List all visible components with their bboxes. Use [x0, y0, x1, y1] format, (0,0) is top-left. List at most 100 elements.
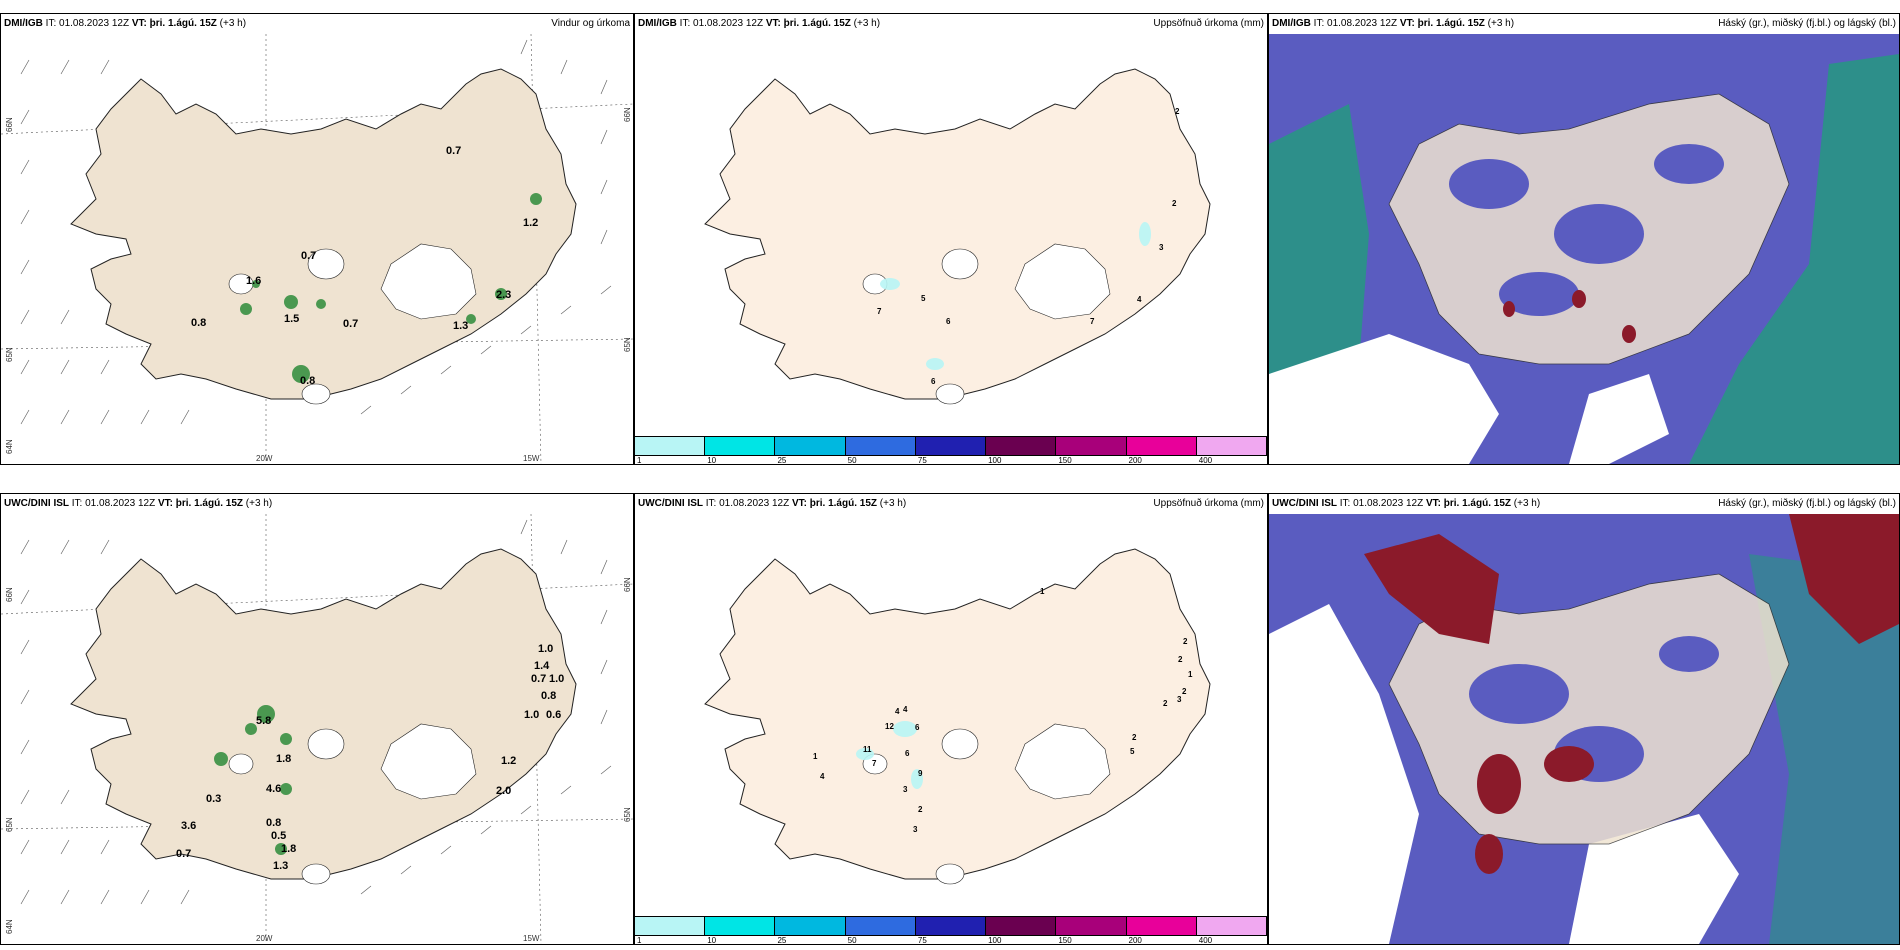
issue-time: IT: 01.08.2023 12Z [1339, 498, 1424, 509]
colorbar-swatch [1056, 437, 1127, 455]
panel-header: UWC/DINI ISL IT: 01.08.2023 12Z VT: þri.… [635, 494, 1267, 514]
lon-label: 15W [523, 454, 540, 463]
map-panel-wind-precip-uwc: UWC/DINI ISL IT: 01.08.2023 12Z VT: þri.… [0, 493, 634, 945]
svg-text:1.8: 1.8 [281, 843, 296, 855]
svg-text:1.3: 1.3 [273, 860, 288, 872]
glaciers [228, 243, 477, 405]
colorbar-swatch [1056, 917, 1127, 935]
issue-time: IT: 01.08.2023 12Z [45, 18, 130, 29]
svg-text:1.3: 1.3 [453, 320, 468, 332]
colorbar-label: 100 [988, 936, 1002, 945]
svg-text:2.0: 2.0 [496, 785, 511, 797]
svg-text:0.8: 0.8 [541, 690, 556, 702]
precip-values: 1.0 1.4 0.7 1.0 0.8 1.0 0.6 1.2 2.0 5.8 … [176, 643, 564, 872]
light-precip-areas [880, 222, 1151, 370]
colorbar-swatches [635, 916, 1267, 936]
svg-text:0.7: 0.7 [446, 145, 461, 157]
model-name: UWC/DINI ISL [1272, 498, 1337, 509]
colorbar-swatch [986, 437, 1057, 455]
precip-colorbar: 1 10 25 50 75 100 150 200 400 [635, 436, 1267, 464]
svg-text:1: 1 [1188, 670, 1193, 679]
panel-title: Háský (gr.), miðský (fj.bl.) og lágský (… [1718, 498, 1896, 509]
svg-text:5: 5 [1130, 747, 1135, 756]
svg-text:1.8: 1.8 [276, 753, 291, 765]
lat-label: 66N [623, 107, 632, 122]
svg-text:0.8: 0.8 [300, 375, 315, 387]
svg-text:7: 7 [872, 759, 877, 768]
colorbar-label: 10 [707, 456, 717, 465]
panel-title: Uppsöfnuð úrkoma (mm) [1153, 498, 1264, 509]
svg-text:0.7: 0.7 [531, 673, 546, 685]
colorbar-swatch [845, 917, 916, 935]
colorbar-swatch [1126, 437, 1197, 455]
clear-area [1269, 334, 1499, 464]
colorbar-swatch [1196, 437, 1267, 455]
svg-text:1: 1 [1040, 587, 1045, 596]
lead-time: (+3 h) [245, 498, 273, 509]
colorbar-label: 200 [1128, 456, 1142, 465]
low-cloud-area [1749, 554, 1899, 944]
lat-label: 65N [623, 337, 632, 352]
svg-text:2.3: 2.3 [496, 289, 511, 301]
svg-text:4.6: 4.6 [266, 783, 281, 795]
lead-time: (+3 h) [879, 498, 907, 509]
model-name: DMI/IGB [4, 18, 43, 29]
lon-label: 20W [256, 454, 273, 463]
svg-text:11: 11 [863, 745, 872, 754]
svg-text:1.5: 1.5 [284, 313, 299, 325]
valid-time: VT: þri. 1.ágú. 15Z [131, 18, 217, 29]
svg-text:0.7: 0.7 [176, 848, 191, 860]
svg-text:2: 2 [1178, 655, 1183, 664]
svg-text:0.8: 0.8 [266, 817, 281, 829]
svg-text:2: 2 [1163, 699, 1168, 708]
svg-text:2: 2 [1183, 637, 1188, 646]
colorbar-label: 150 [1058, 936, 1072, 945]
svg-text:0.3: 0.3 [206, 793, 221, 805]
svg-text:6: 6 [946, 317, 951, 326]
iceland-landmass [704, 548, 1211, 880]
lon-label: 20W [256, 934, 273, 943]
svg-text:4: 4 [903, 705, 908, 714]
glaciers [862, 723, 1111, 885]
wind-barbs-layer [20, 39, 612, 425]
svg-text:4: 4 [1137, 295, 1142, 304]
colorbar-label: 400 [1198, 936, 1213, 945]
issue-time: IT: 01.08.2023 12Z [679, 18, 764, 29]
iceland-landmass [704, 68, 1211, 400]
panel-header: UWC/DINI ISL IT: 01.08.2023 12Z VT: þri.… [1269, 494, 1899, 514]
svg-text:0.7: 0.7 [343, 318, 358, 330]
svg-text:3.6: 3.6 [181, 820, 196, 832]
colorbar-label: 25 [777, 456, 787, 465]
svg-text:1.0: 1.0 [524, 709, 539, 721]
colorbar-swatch [1126, 917, 1197, 935]
colorbar-label: 1 [637, 456, 642, 465]
accum-precip-map: 1 2 2 2 1 2 3 4 4 12 6 11 7 6 1 9 4 3 2 … [704, 548, 1211, 885]
lead-time: (+3 h) [1513, 498, 1541, 509]
low-cloud-area [1689, 54, 1899, 464]
lat-label: 65N [5, 347, 14, 362]
lat-label: 66N [5, 587, 14, 602]
panel-header: UWC/DINI ISL IT: 01.08.2023 12Z VT: þri.… [1, 494, 633, 514]
panel-title: Vindur og úrkoma [551, 18, 630, 29]
colorbar-label: 1 [637, 936, 642, 945]
clear-area [1569, 814, 1739, 944]
lat-label: 66N [5, 117, 14, 132]
svg-text:1.4: 1.4 [534, 660, 550, 672]
colorbar-label: 400 [1198, 456, 1213, 465]
lat-label: 64N [5, 919, 14, 934]
svg-text:7: 7 [1090, 317, 1095, 326]
panel-title: Uppsöfnuð úrkoma (mm) [1153, 18, 1264, 29]
svg-text:1: 1 [813, 752, 818, 761]
svg-text:6: 6 [915, 723, 920, 732]
svg-text:2: 2 [1132, 733, 1137, 742]
dense-cloud-cells [1364, 514, 1899, 874]
clear-area [1269, 604, 1419, 944]
issue-time: IT: 01.08.2023 12Z [1313, 18, 1398, 29]
svg-text:1.2: 1.2 [501, 755, 516, 767]
valid-time: VT: þri. 1.ágú. 15Z [157, 498, 243, 509]
lead-time: (+3 h) [1487, 18, 1515, 29]
model-name: DMI/IGB [638, 18, 677, 29]
iceland-landmass [70, 68, 577, 400]
colorbar-label: 100 [988, 456, 1002, 465]
svg-text:3: 3 [903, 785, 908, 794]
